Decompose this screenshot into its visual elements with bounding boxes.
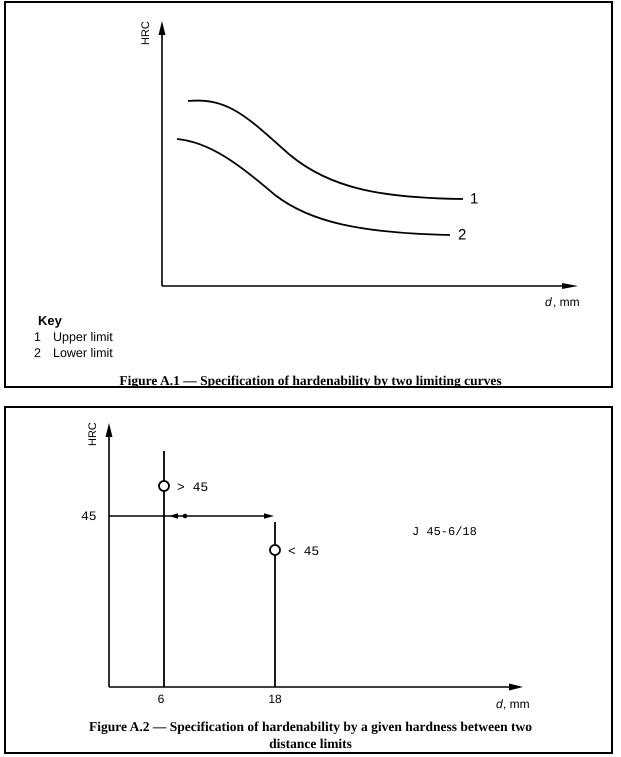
svg-text:d: d <box>496 697 503 711</box>
svg-text:> 45: > 45 <box>177 480 208 495</box>
svg-text:6: 6 <box>158 692 165 706</box>
svg-text:J 45-6/18: J 45-6/18 <box>412 525 477 539</box>
svg-text:< 45: < 45 <box>288 544 319 559</box>
svg-text:18: 18 <box>268 692 282 706</box>
svg-text:45: 45 <box>81 509 97 524</box>
svg-text:, mm: , mm <box>503 697 530 711</box>
